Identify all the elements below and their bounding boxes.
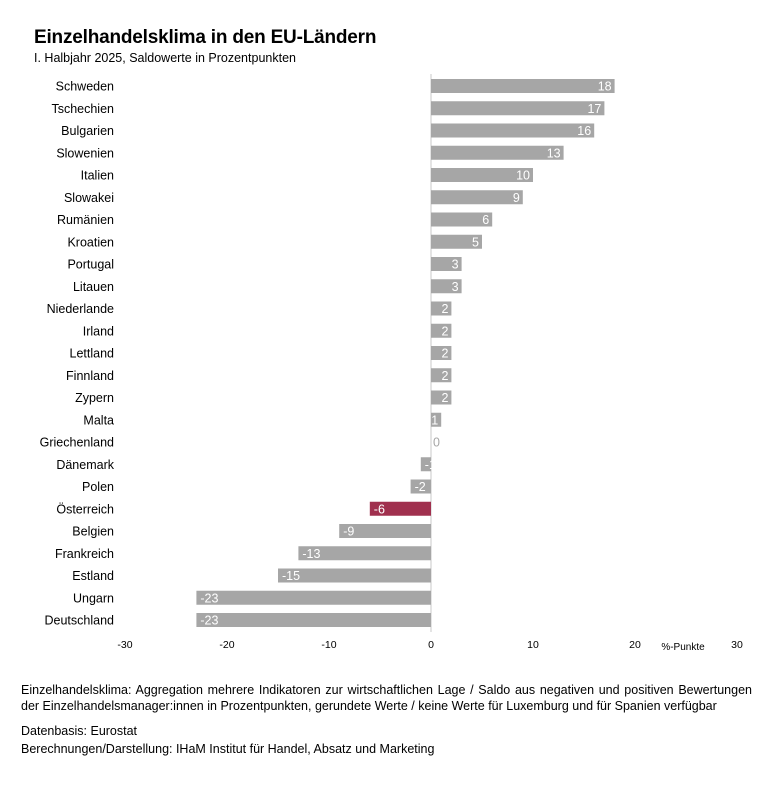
- value-label-osterreich: -6: [374, 502, 385, 516]
- value-label-litauen: 3: [452, 280, 459, 294]
- value-label-danemark: -1: [425, 458, 436, 472]
- value-label-polen: -2: [415, 480, 426, 494]
- category-label-griechenland: Griechenland: [40, 436, 114, 450]
- bar-zypern: [431, 390, 452, 405]
- category-label-italien: Italien: [81, 169, 114, 183]
- bar-frankreich: [298, 546, 431, 561]
- bar-bulgarien: [431, 123, 595, 138]
- bar-ungarn: [196, 590, 431, 605]
- credit-note: Berechnungen/Darstellung: IHaM Institut …: [21, 742, 435, 756]
- bar-italien: [431, 168, 533, 182]
- chart-subtitle: I. Halbjahr 2025, Saldowerte in Prozentp…: [34, 51, 296, 65]
- bar-malta: [431, 412, 442, 427]
- bar-deutschland: [196, 613, 431, 627]
- category-label-zypern: Zypern: [75, 391, 114, 405]
- x-tick-label-10: 10: [527, 639, 539, 651]
- bar-rumanien: [431, 212, 493, 227]
- chart-notes: Einzelhandelsklima: Aggregation mehrere …: [21, 682, 752, 757]
- value-label-zypern: 2: [441, 391, 448, 405]
- value-label-irland: 2: [441, 324, 448, 338]
- category-label-slowakei: Slowakei: [64, 191, 114, 205]
- bar-portugal: [431, 257, 462, 271]
- description-note: Einzelhandelsklima: Aggregation mehrere …: [21, 683, 752, 713]
- value-label-schweden: 18: [598, 80, 612, 94]
- category-label-kroatien: Kroatien: [67, 235, 114, 249]
- value-label-tschechien: 17: [587, 102, 601, 116]
- category-label-frankreich: Frankreich: [55, 547, 114, 561]
- x-tick-label-20: 20: [629, 639, 641, 651]
- category-label-rumanien: Rumänien: [57, 213, 114, 227]
- x-tick-label--30: -30: [117, 639, 132, 651]
- category-label-bulgarien: Bulgarien: [61, 124, 114, 138]
- category-label-deutschland: Deutschland: [45, 614, 115, 628]
- bar-osterreich: [369, 501, 431, 516]
- value-label-deutschland: -23: [200, 614, 218, 628]
- value-label-belgien: -9: [343, 525, 354, 539]
- value-label-finnland: 2: [441, 369, 448, 383]
- category-label-danemark: Dänemark: [56, 458, 114, 472]
- bar-estland: [278, 568, 431, 583]
- value-label-italien: 10: [516, 169, 530, 183]
- category-label-malta: Malta: [83, 413, 114, 427]
- x-tick-label--10: -10: [321, 639, 336, 651]
- x-tick-label-0: 0: [428, 639, 434, 651]
- x-tick-label-30: 30: [731, 639, 743, 651]
- bar-polen: [410, 479, 431, 494]
- bar-belgien: [339, 524, 431, 538]
- category-label-finnland: Finnland: [66, 369, 114, 383]
- category-label-niederlande: Niederlande: [47, 302, 114, 316]
- value-label-lettland: 2: [441, 347, 448, 361]
- value-label-niederlande: 2: [441, 302, 448, 316]
- bar-danemark: [420, 457, 431, 472]
- value-label-ungarn: -23: [200, 591, 218, 605]
- bar-niederlande: [431, 301, 452, 316]
- source-note: Datenbasis: Eurostat: [21, 724, 138, 738]
- category-label-lettland: Lettland: [70, 347, 115, 361]
- value-label-frankreich: -13: [302, 547, 320, 561]
- category-label-estland: Estland: [72, 569, 114, 583]
- value-label-bulgarien: 16: [577, 124, 591, 138]
- x-tick-label--20: -20: [219, 639, 234, 651]
- bar-kroatien: [431, 234, 482, 249]
- value-label-rumanien: 6: [482, 213, 489, 227]
- bar-slowakei: [431, 190, 523, 205]
- bar-litauen: [431, 279, 462, 294]
- x-axis-unit-label: %-Punkte: [661, 642, 705, 653]
- value-label-estland: -15: [282, 569, 300, 583]
- category-label-polen: Polen: [82, 480, 114, 494]
- value-label-kroatien: 5: [472, 235, 479, 249]
- value-label-malta: 1: [431, 413, 438, 427]
- value-label-slowakei: 9: [513, 191, 520, 205]
- category-label-osterreich: Österreich: [56, 502, 114, 516]
- value-label-portugal: 3: [452, 258, 459, 272]
- bar-schweden: [431, 79, 615, 93]
- value-label-slowenien: 13: [547, 146, 561, 160]
- bar-tschechien: [431, 101, 605, 116]
- category-label-ungarn: Ungarn: [73, 591, 114, 605]
- category-label-irland: Irland: [83, 324, 114, 338]
- bar-slowenien: [431, 145, 564, 160]
- category-label-portugal: Portugal: [67, 258, 114, 272]
- bar-irland: [431, 323, 452, 338]
- category-label-tschechien: Tschechien: [51, 102, 114, 116]
- category-label-slowenien: Slowenien: [56, 146, 114, 160]
- chart-title: Einzelhandelsklima in den EU-Ländern: [34, 27, 377, 48]
- category-label-belgien: Belgien: [72, 525, 114, 539]
- bar-finnland: [431, 368, 452, 383]
- category-label-litauen: Litauen: [73, 280, 114, 294]
- bar-lettland: [431, 346, 452, 360]
- category-label-schweden: Schweden: [56, 80, 114, 94]
- value-label-griechenland: 0: [433, 436, 440, 450]
